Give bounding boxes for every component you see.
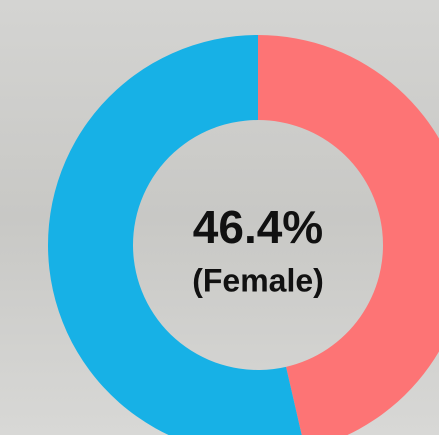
chart: 46.4% (Female)	[0, 0, 439, 435]
center-label: (Female)	[192, 262, 324, 298]
center-value: 46.4%	[193, 201, 323, 253]
